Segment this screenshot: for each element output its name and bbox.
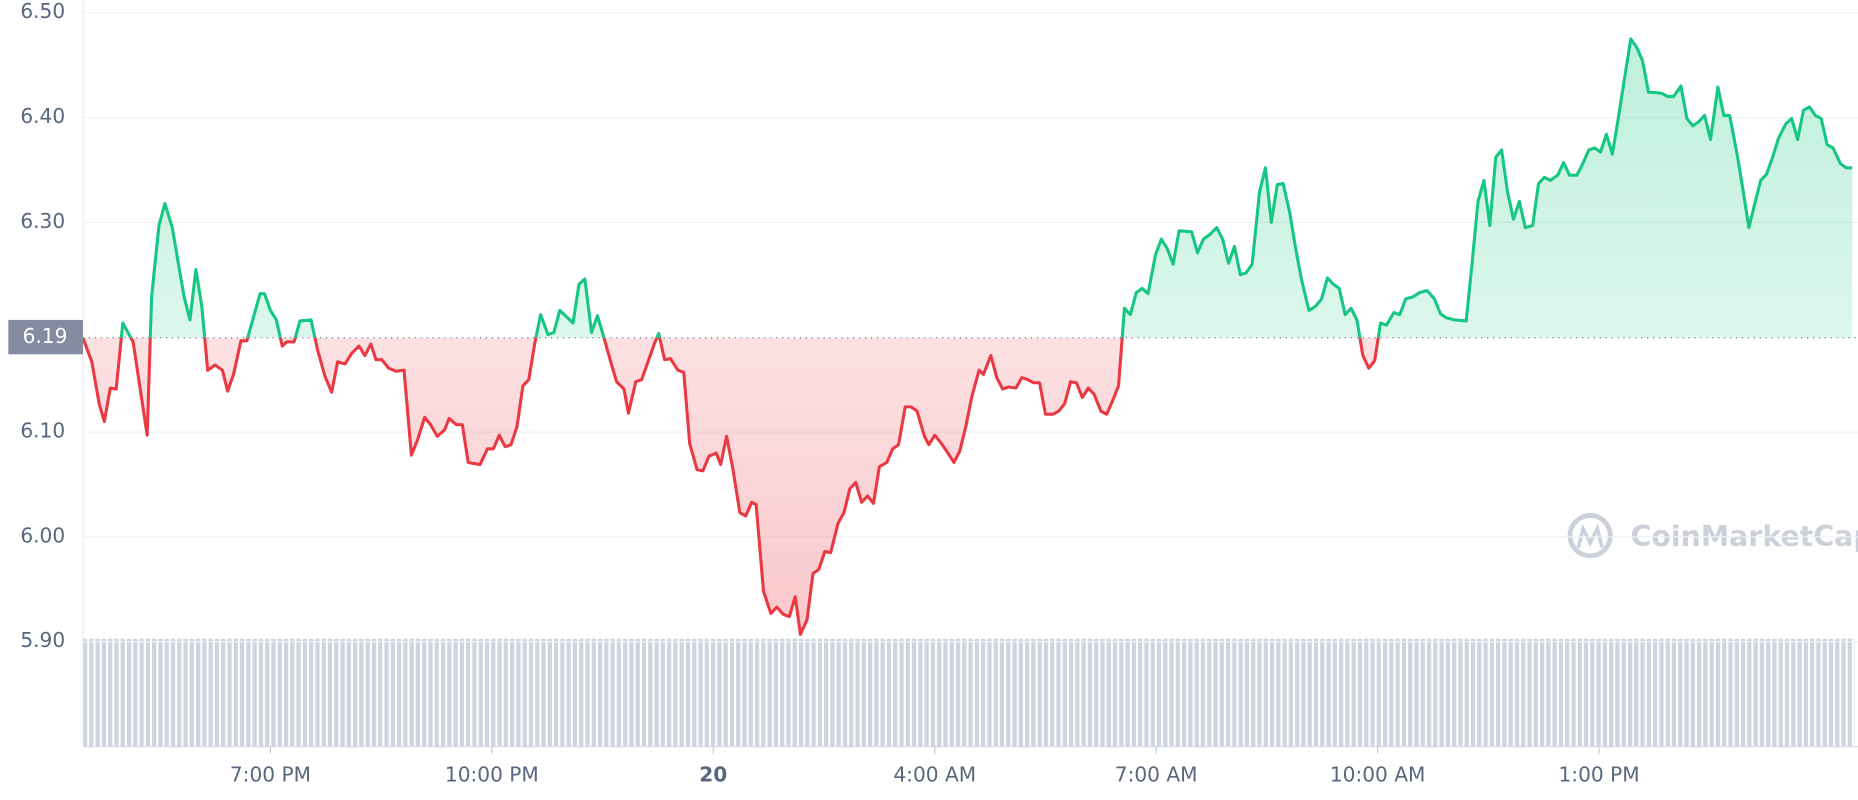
price-line-down [81, 337, 1380, 636]
watermark: CoinMarketCap [1567, 513, 1858, 559]
x-tick-label: 4:00 AM [893, 763, 976, 787]
x-tick-label: 1:00 PM [1559, 763, 1640, 787]
y-tick-label: 6.40 [20, 104, 65, 128]
baseline-label-box [8, 319, 83, 355]
y-tick-label: 6.50 [20, 0, 65, 23]
y-tick-label: 6.10 [20, 419, 65, 443]
y-tick-label: 5.90 [20, 628, 65, 652]
x-tick-label: 10:00 AM [1330, 763, 1426, 787]
baseline-label: 6.19 [23, 324, 68, 348]
y-tick-label: 6.30 [20, 209, 65, 233]
volume-bars [82, 638, 1855, 747]
y-tick-label: 6.00 [20, 523, 65, 547]
watermark-logo-mark [1576, 523, 1604, 548]
watermark-logo [1567, 513, 1613, 559]
x-tick-label: 10:00 PM [445, 763, 539, 787]
area-down [82, 337, 1853, 635]
x-tick-label: 20 [699, 763, 727, 787]
area-up [121, 38, 1853, 338]
x-tick-label: 7:00 AM [1115, 763, 1198, 787]
price-line-up [82, 37, 1853, 338]
x-tick-label: 7:00 PM [230, 763, 311, 787]
